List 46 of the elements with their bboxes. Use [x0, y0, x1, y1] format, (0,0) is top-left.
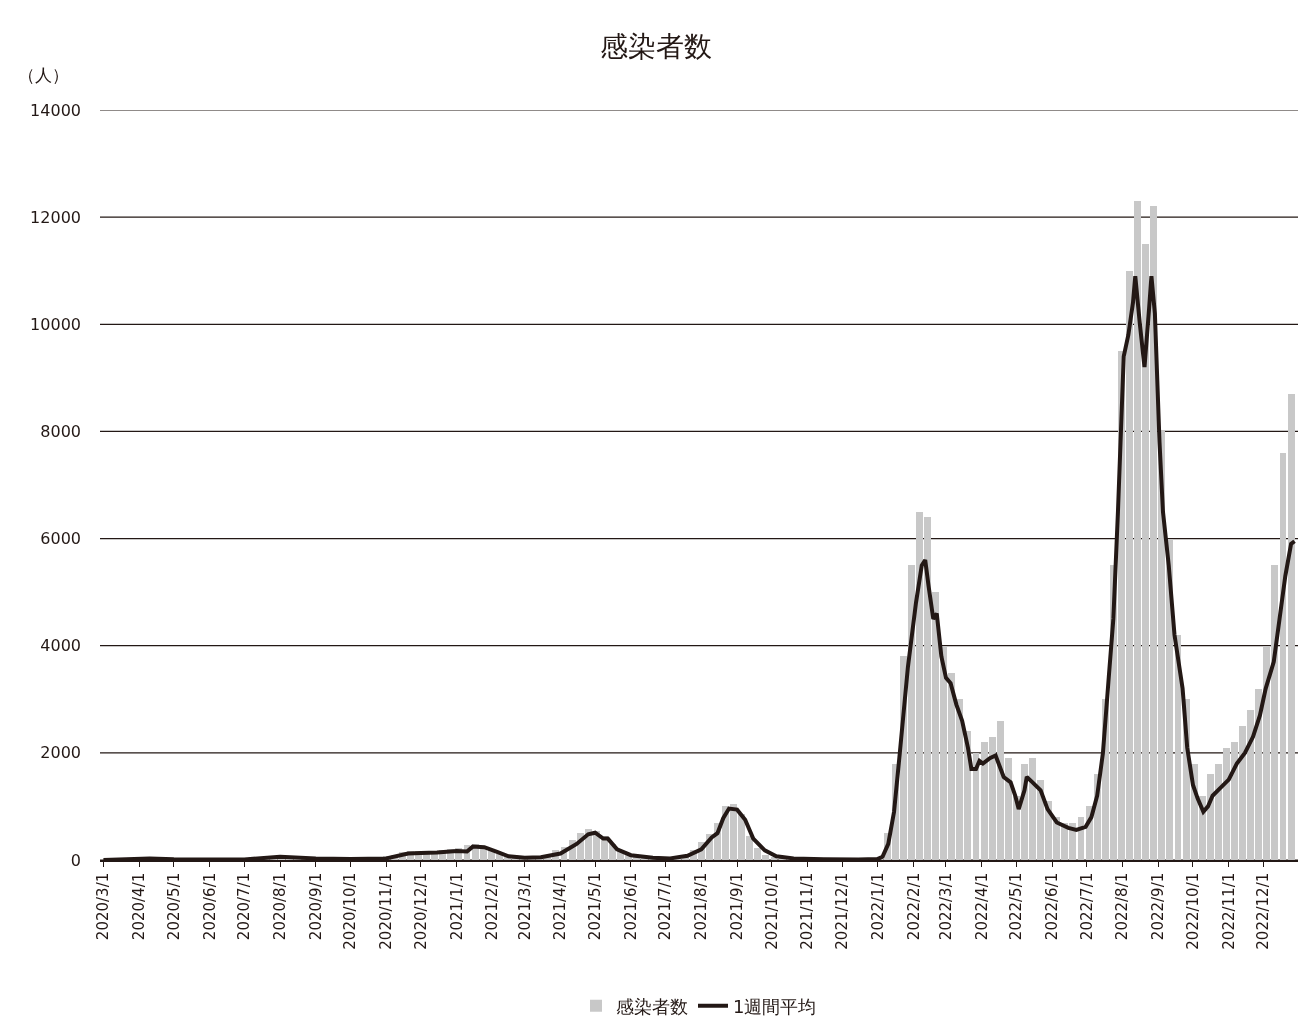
- x-tick-label: 2022/4/1: [972, 872, 991, 941]
- x-tick-label: 2020/4/1: [130, 872, 149, 941]
- legend-label: 感染者数: [616, 995, 688, 1017]
- x-tick-label: 2022/6/1: [1043, 872, 1062, 941]
- y-tick-label: 10000: [30, 314, 81, 334]
- x-tick-label: 2020/3/1: [94, 872, 113, 941]
- x-tick-label: 2021/10/1: [762, 872, 781, 950]
- y-tick-label: 14000: [30, 100, 81, 120]
- x-tick-label: 2022/7/1: [1077, 872, 1096, 941]
- x-tick-label: 2020/9/1: [306, 872, 325, 941]
- x-tick-label: 2021/11/1: [798, 872, 817, 950]
- x-tick-label: 2021/6/1: [621, 872, 640, 941]
- x-tick-label: 2022/8/1: [1113, 872, 1132, 941]
- y-tick-label: 6000: [40, 529, 81, 549]
- x-tick-label: 2020/6/1: [200, 872, 219, 941]
- x-tick-label: 2021/7/1: [656, 872, 675, 941]
- x-tick-label: 2022/11/1: [1219, 872, 1238, 950]
- x-tick-label: 2020/11/1: [377, 872, 396, 950]
- x-tick-label: 2021/3/1: [515, 872, 534, 941]
- x-tick-label: 2021/8/1: [692, 872, 711, 941]
- x-tick-label: 2022/1/1: [868, 872, 887, 941]
- x-tick-label: 2021/1/1: [447, 872, 466, 941]
- x-tick-label: 2020/7/1: [235, 872, 254, 941]
- x-tick-label: 2021/9/1: [727, 872, 746, 941]
- legend-label: 1週間平均: [733, 995, 817, 1017]
- y-axis-title: （人）: [18, 65, 69, 85]
- x-tick-label: 2021/12/1: [832, 872, 851, 950]
- x-tick-label: 2022/9/1: [1149, 872, 1168, 941]
- x-tick-label: 2020/8/1: [270, 872, 289, 941]
- x-tick-label: 2022/5/1: [1007, 872, 1026, 941]
- y-tick-label: 8000: [40, 422, 81, 442]
- x-tick-label: 2022/12/1: [1254, 872, 1273, 950]
- x-tick-label: 2021/2/1: [483, 872, 502, 941]
- x-tick-label: 2022/10/1: [1183, 872, 1202, 950]
- x-tick-label: 2021/4/1: [551, 872, 570, 941]
- x-tick-label: 2020/10/1: [341, 872, 360, 950]
- x-tick-label: 2022/3/1: [936, 872, 955, 941]
- y-tick-label: 2000: [40, 743, 81, 763]
- x-tick-label: 2021/5/1: [586, 872, 605, 941]
- x-tick-label: 2020/12/1: [411, 872, 430, 950]
- x-tick-label: 2022/2/1: [904, 872, 923, 941]
- y-tick-label: 12000: [30, 207, 81, 227]
- chart-title: 感染者数: [600, 29, 712, 63]
- x-tick-label: 2020/5/1: [164, 872, 183, 941]
- y-tick-label: 0: [70, 850, 81, 870]
- y-tick-label: 4000: [40, 636, 81, 656]
